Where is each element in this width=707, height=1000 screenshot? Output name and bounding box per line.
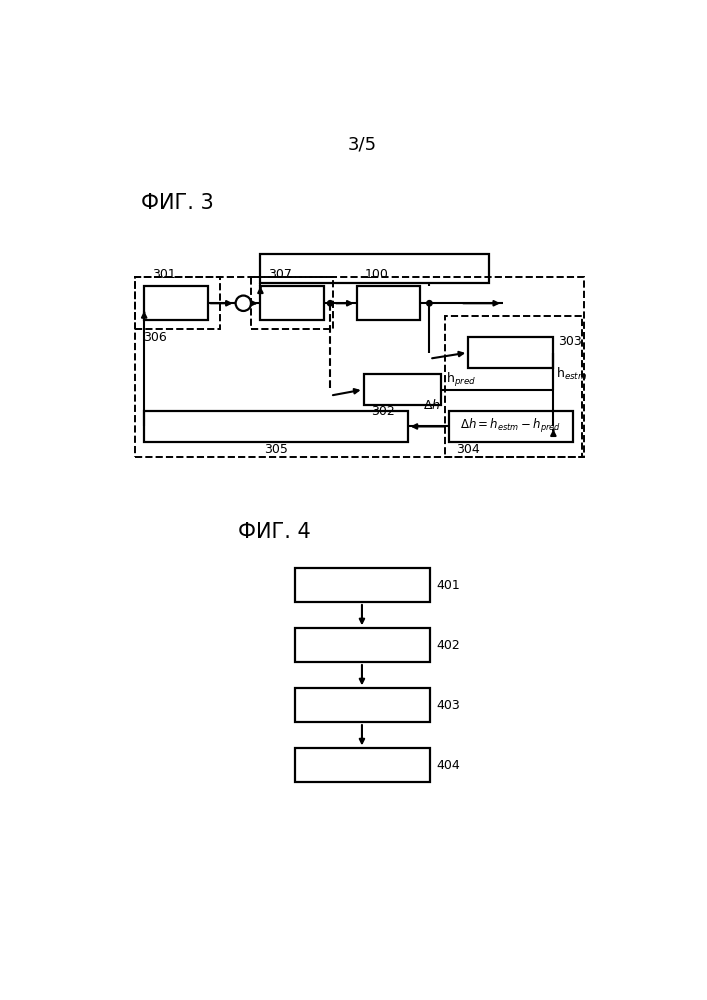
Bar bbox=[260, 286, 324, 320]
Circle shape bbox=[426, 301, 432, 306]
Text: $\Delta h$: $\Delta h$ bbox=[423, 398, 440, 412]
Text: ФИГ. 3: ФИГ. 3 bbox=[141, 193, 214, 213]
Text: 307: 307 bbox=[268, 267, 292, 280]
Circle shape bbox=[235, 296, 251, 311]
Text: 401: 401 bbox=[436, 579, 460, 592]
Bar bbox=[449, 411, 573, 442]
Text: 3/5: 3/5 bbox=[347, 136, 377, 154]
Bar bbox=[356, 286, 420, 320]
Text: h$_{pred}$: h$_{pred}$ bbox=[445, 371, 476, 389]
Text: ФИГ. 4: ФИГ. 4 bbox=[238, 522, 310, 542]
Bar bbox=[295, 748, 430, 782]
Bar bbox=[260, 254, 489, 283]
Text: 301: 301 bbox=[152, 267, 175, 280]
Text: 305: 305 bbox=[264, 443, 288, 456]
Bar bbox=[295, 628, 430, 662]
Bar bbox=[144, 286, 208, 320]
Text: 306: 306 bbox=[143, 331, 166, 344]
Text: 303: 303 bbox=[558, 335, 582, 348]
Bar bbox=[295, 568, 430, 602]
Bar bbox=[295, 688, 430, 722]
Text: 302: 302 bbox=[371, 405, 395, 418]
Bar bbox=[135, 277, 220, 329]
Bar bbox=[468, 337, 554, 368]
Bar bbox=[144, 411, 408, 442]
Bar bbox=[363, 374, 441, 405]
Text: 100: 100 bbox=[364, 267, 388, 280]
Text: h$_{estm}$: h$_{estm}$ bbox=[556, 366, 588, 382]
Text: 404: 404 bbox=[436, 759, 460, 772]
Bar bbox=[135, 277, 585, 457]
Text: $\Delta h=h_{estm}-h_{pred}$: $\Delta h=h_{estm}-h_{pred}$ bbox=[460, 417, 561, 435]
Bar bbox=[251, 277, 332, 329]
Circle shape bbox=[327, 301, 333, 306]
Bar bbox=[445, 316, 582, 457]
Text: 402: 402 bbox=[436, 639, 460, 652]
Text: 304: 304 bbox=[457, 443, 480, 456]
Text: 403: 403 bbox=[436, 699, 460, 712]
